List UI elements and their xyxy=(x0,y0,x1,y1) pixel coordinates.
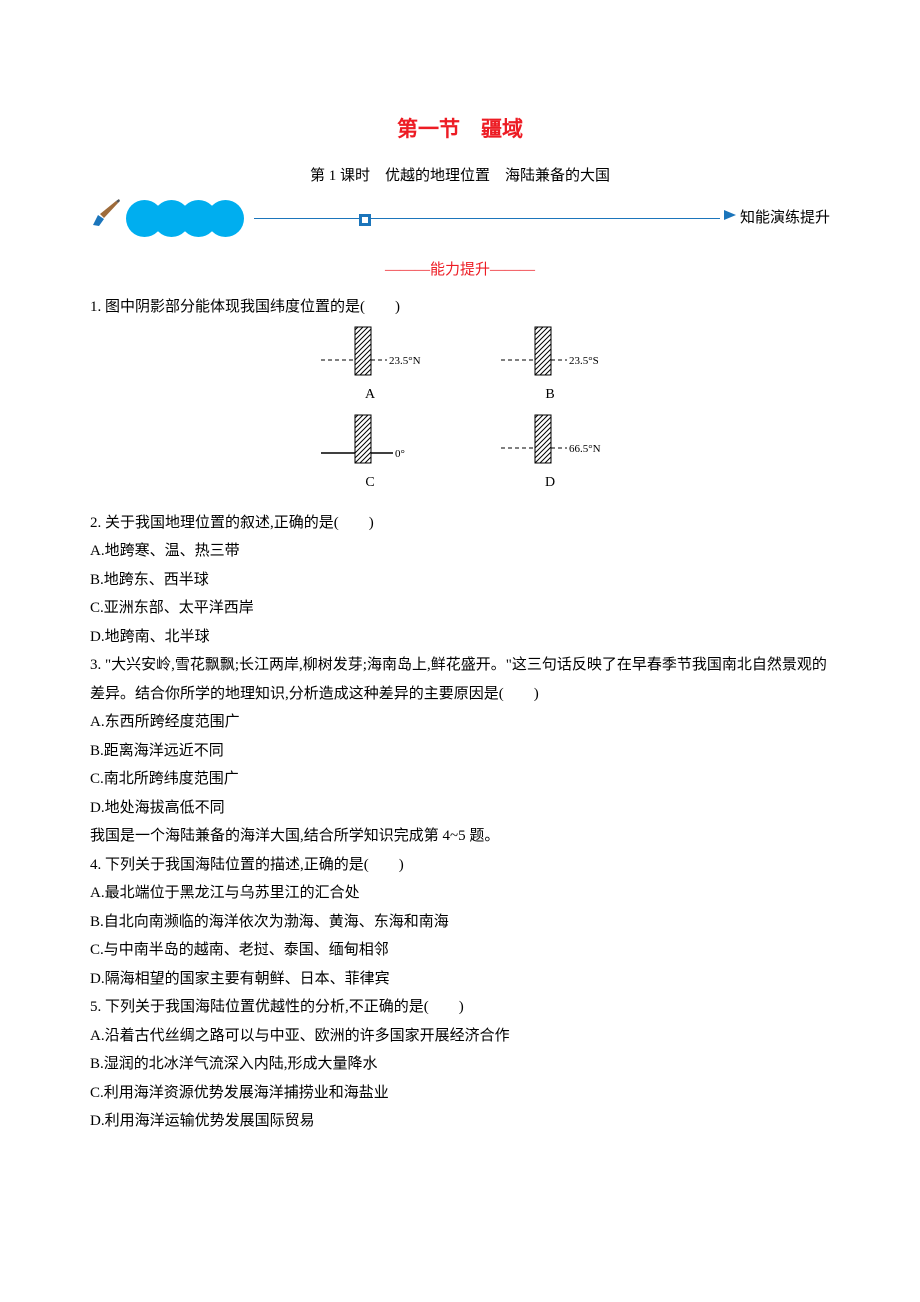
q2-opt-a: A.地跨寒、温、热三带 xyxy=(90,537,830,566)
diagram-c-svg: 0° xyxy=(315,413,425,468)
diagram-a-label: A xyxy=(365,382,375,409)
diagram-d-svg: 66.5°N xyxy=(495,413,605,468)
q4-opt-b: B.自北向南濒临的海洋依次为渤海、黄海、东海和南海 xyxy=(90,908,830,937)
diagram-c-label: C xyxy=(365,470,374,497)
diagram-cell-d: 66.5°N D xyxy=(495,413,605,497)
diagram-cell-c: 0° C xyxy=(315,413,425,497)
ability-label: ———能力提升——— xyxy=(90,256,830,285)
q2-opt-d: D.地跨南、北半球 xyxy=(90,623,830,652)
arrow-icon xyxy=(724,204,738,233)
q3-opt-d: D.地处海拔高低不同 xyxy=(90,794,830,823)
q5-opt-d: D.利用海洋运输优势发展国际贸易 xyxy=(90,1107,830,1136)
q3-opt-b: B.距离海洋远近不同 xyxy=(90,737,830,766)
diagram-cell-a: 23.5°N A xyxy=(315,325,425,409)
diagram-d-line-label: 66.5°N xyxy=(569,443,601,455)
q4-opt-a: A.最北端位于黑龙江与乌苏里江的汇合处 xyxy=(90,879,830,908)
banner-label: 知能演练提升 xyxy=(740,204,830,233)
bubble-group xyxy=(126,200,234,237)
question-4: 4. 下列关于我国海陆位置的描述,正确的是( ) xyxy=(90,851,830,880)
question-3: 3. "大兴安岭,雪花飘飘;长江两岸,柳树发芽;海南岛上,鲜花盛开。"这三句话反… xyxy=(90,651,830,708)
diagram-a-svg: 23.5°N xyxy=(315,325,425,380)
diagram-b-label: B xyxy=(545,382,554,409)
q5-opt-a: A.沿着古代丝绸之路可以与中亚、欧洲的许多国家开展经济合作 xyxy=(90,1022,830,1051)
question-2: 2. 关于我国地理位置的叙述,正确的是( ) xyxy=(90,509,830,538)
q2-opt-b: B.地跨东、西半球 xyxy=(90,566,830,595)
subtitle: 第 1 课时 优越的地理位置 海陆兼备的大国 xyxy=(90,162,830,191)
diagram-a-line-label: 23.5°N xyxy=(389,355,421,367)
diagram-row-bottom: 0° C 66.5°N D xyxy=(315,413,605,497)
diagram-area: 23.5°N A 23.5°S B xyxy=(90,325,830,500)
q3-opt-c: C.南北所跨纬度范围广 xyxy=(90,765,830,794)
banner-row: 知能演练提升 xyxy=(90,198,830,238)
intro-4-5: 我国是一个海陆兼备的海洋大国,结合所学知识完成第 4~5 题。 xyxy=(90,822,830,851)
q3-opt-a: A.东西所跨经度范围广 xyxy=(90,708,830,737)
diagram-d-label: D xyxy=(545,470,555,497)
diagram-row-top: 23.5°N A 23.5°S B xyxy=(315,325,605,409)
q4-opt-d: D.隔海相望的国家主要有朝鲜、日本、菲律宾 xyxy=(90,965,830,994)
divider-icon xyxy=(359,208,371,220)
q5-opt-c: C.利用海洋资源优势发展海洋捕捞业和海盐业 xyxy=(90,1079,830,1108)
bubble-icon xyxy=(207,200,244,237)
brush-icon xyxy=(90,197,122,240)
diagram-b-line-label: 23.5°S xyxy=(569,355,599,367)
banner-line xyxy=(254,218,720,219)
q4-opt-c: C.与中南半岛的越南、老挝、泰国、缅甸相邻 xyxy=(90,936,830,965)
diagram-cell-b: 23.5°S B xyxy=(495,325,605,409)
diagram-c-line-label: 0° xyxy=(395,448,405,460)
question-5: 5. 下列关于我国海陆位置优越性的分析,不正确的是( ) xyxy=(90,993,830,1022)
diagram-b-svg: 23.5°S xyxy=(495,325,605,380)
q2-opt-c: C.亚洲东部、太平洋西岸 xyxy=(90,594,830,623)
main-title: 第一节 疆域 xyxy=(90,110,830,150)
question-1: 1. 图中阴影部分能体现我国纬度位置的是( ) xyxy=(90,293,830,322)
q5-opt-b: B.湿润的北冰洋气流深入内陆,形成大量降水 xyxy=(90,1050,830,1079)
